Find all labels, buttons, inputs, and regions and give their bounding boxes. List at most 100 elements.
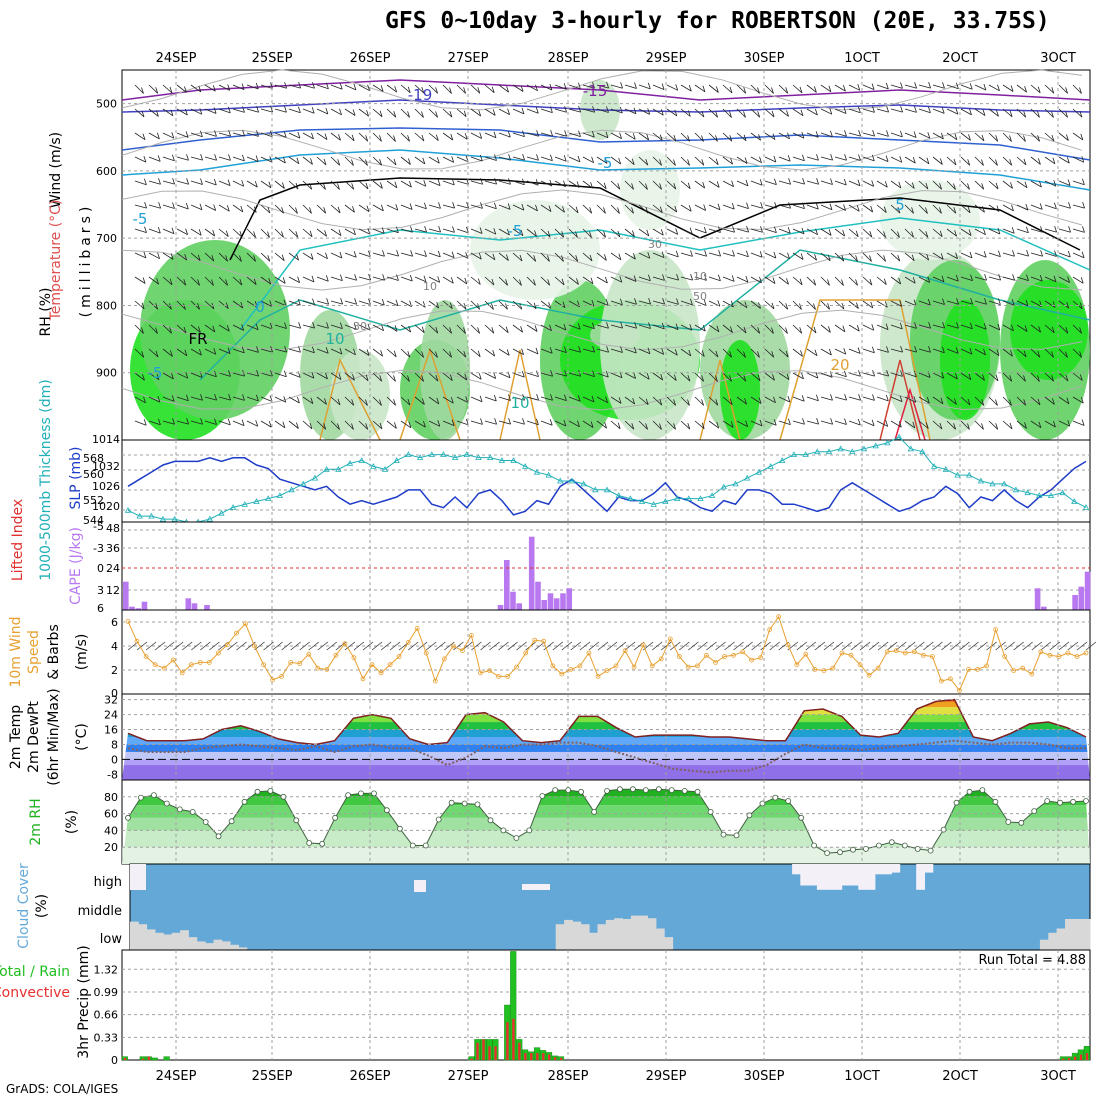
cloud-high-bar — [792, 864, 801, 875]
wind-barb-10m — [317, 641, 329, 651]
wind-barb-flag — [886, 130, 889, 137]
wind-barb — [876, 228, 886, 238]
wind-barb — [554, 108, 567, 113]
precip-convective-bar — [1079, 1054, 1083, 1060]
wind-barb — [568, 84, 581, 90]
wind-barb — [862, 420, 875, 427]
wind-barb — [820, 348, 832, 356]
wind-barb — [428, 204, 441, 209]
wind-barb — [918, 204, 928, 214]
wind-barb-10m — [1031, 641, 1043, 651]
wind-barb-flag — [815, 202, 819, 210]
wind-barb — [358, 300, 371, 305]
rh-point — [163, 800, 170, 807]
wind-barb — [554, 276, 565, 286]
wind-barb — [680, 300, 693, 306]
wind-barb-flag — [186, 417, 189, 425]
wind-barb — [148, 396, 161, 403]
wind-barb — [736, 372, 747, 382]
wind-barb-flag — [297, 131, 301, 139]
wind-barb — [442, 324, 452, 334]
wind-barb-flag — [899, 300, 903, 307]
wind-speed-label: Speed — [26, 630, 42, 674]
wind-barb-flag — [856, 302, 859, 309]
wind-speed-point — [676, 654, 682, 659]
wind-barb-flag — [1080, 133, 1084, 141]
wind-barb-flag — [743, 87, 747, 94]
wind-barb — [316, 252, 328, 260]
temp-band — [122, 751, 1090, 760]
cloud-low-bar — [1081, 919, 1091, 950]
wind-barb-flag — [634, 322, 637, 329]
wind-barb — [274, 108, 287, 113]
wind-barb-flag — [703, 204, 707, 211]
wind-barb-flag — [491, 303, 494, 310]
wind-barb-flag — [242, 129, 245, 137]
rh-grid — [122, 780, 1090, 864]
cloud-tick-high: high — [94, 875, 122, 890]
wind-barb — [134, 420, 147, 426]
wind-barb — [358, 180, 369, 190]
wind-barb-flag — [1052, 301, 1056, 308]
wind-barb-flag — [955, 372, 958, 380]
rh-point — [474, 801, 481, 808]
wind-barb-flag — [477, 303, 480, 310]
wind-barb-10m — [841, 641, 853, 651]
wind-barb — [498, 180, 511, 185]
wind-frame — [121, 609, 1091, 695]
wind-barb-flag — [898, 181, 902, 189]
wind-barb-flag — [507, 228, 510, 236]
wind-speed-point — [812, 667, 818, 672]
wind-barb — [624, 420, 635, 430]
wind-barb-flag — [1051, 111, 1054, 118]
wind-barb — [498, 324, 509, 334]
wind-barb-flag — [969, 108, 972, 116]
wind-barb — [498, 276, 508, 286]
wind-barb-flag — [464, 133, 468, 140]
wind-barb — [1072, 396, 1084, 404]
wind-barb-flag — [1081, 419, 1085, 426]
wind-barb-10m — [859, 641, 871, 651]
wind-barb — [204, 204, 216, 211]
wind-barb — [288, 300, 301, 306]
wind-barb — [778, 84, 788, 94]
rh-point — [267, 788, 274, 794]
precip-tick-0: 0 — [111, 1054, 118, 1067]
wind-barb-flag — [886, 369, 889, 377]
wind-barb-flag — [354, 298, 357, 305]
wind-barb-flag — [171, 395, 175, 402]
slp-tick-1032: 1032 — [92, 460, 120, 473]
wind-barb-flag — [996, 205, 1000, 212]
wind-barb-flag — [995, 135, 999, 142]
wind-barb — [666, 372, 677, 381]
wind-barb-flag — [942, 346, 945, 353]
wind-barb — [274, 204, 284, 214]
wind-barb — [792, 348, 803, 357]
wind-speed-point — [288, 660, 294, 665]
wind-barb — [204, 180, 217, 186]
thickness-tick-568: 568 — [83, 452, 104, 465]
wind-barb — [694, 396, 704, 406]
wind-barb-flag — [633, 372, 636, 379]
date-label-bottom-8: 2OCT — [942, 1069, 978, 1084]
wind-barb — [722, 180, 734, 187]
temp-band — [122, 759, 1090, 766]
wind-barb — [428, 252, 441, 258]
wind-speed-point — [532, 637, 538, 643]
wind-barb-flag — [212, 85, 216, 92]
rh-point — [617, 786, 623, 793]
wind-barb-flag — [1079, 302, 1083, 309]
cloud-low-bar — [171, 932, 181, 950]
wind-barb — [204, 420, 217, 425]
wind-barb — [330, 372, 342, 380]
wind-barb — [540, 348, 553, 354]
wind-barb-flag — [757, 87, 760, 94]
wind-barb — [876, 180, 888, 188]
wind-barb — [778, 252, 790, 260]
wind-barb-flag — [717, 300, 721, 307]
wind-barb-flag — [659, 423, 662, 430]
wind-barb-flag — [982, 374, 985, 381]
wind-barb-flag — [646, 133, 650, 141]
wind-barb — [484, 132, 497, 139]
